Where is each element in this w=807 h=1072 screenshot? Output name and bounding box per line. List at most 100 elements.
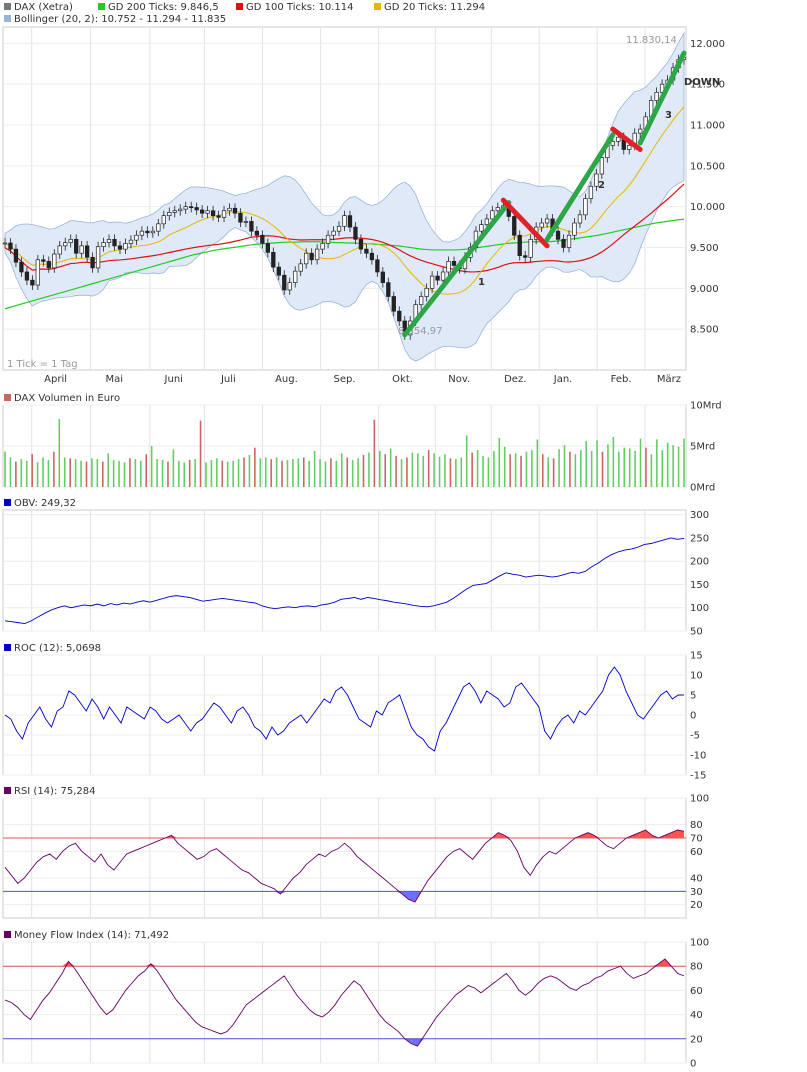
annotation-3: 3 xyxy=(665,110,672,121)
candle-body xyxy=(314,248,320,261)
x-tick-label: Mai xyxy=(106,374,124,385)
y-tick-label: 0Mrd xyxy=(690,483,715,494)
y-tick-label: 70 xyxy=(690,834,703,845)
rsi-line xyxy=(4,829,685,903)
candle-body xyxy=(35,259,41,286)
candle-body xyxy=(561,238,566,248)
y-tick-label: 80 xyxy=(690,820,703,831)
candle-body xyxy=(353,226,358,240)
candle-body xyxy=(336,225,342,232)
candle-body xyxy=(19,261,24,273)
title-swatch-obv xyxy=(4,499,11,506)
overbought-fill xyxy=(677,830,684,838)
candle-body xyxy=(260,234,265,244)
candle-body xyxy=(254,230,260,236)
panel-title-rsi: RSI (14): 75,284 xyxy=(14,786,96,797)
y-tick-label: -15 xyxy=(690,771,706,782)
rsi-panel: 100 80 70 60 40 30 20 xyxy=(3,794,709,911)
candle-body xyxy=(659,83,665,93)
candle-body xyxy=(101,242,106,248)
y-tick-label: 80 xyxy=(690,962,703,973)
overbought-fill xyxy=(671,830,678,838)
candle-body xyxy=(68,238,73,243)
y-tick-label: 100 xyxy=(690,603,709,614)
x-tick-label: Aug. xyxy=(275,374,298,385)
candle-body xyxy=(638,128,643,134)
candle-body xyxy=(282,274,287,291)
candle-body xyxy=(63,242,68,247)
candle-body xyxy=(216,215,221,218)
candle-body xyxy=(386,282,391,297)
candle-body xyxy=(572,222,577,236)
candle-body xyxy=(161,215,166,225)
candle-body xyxy=(199,209,205,214)
oversold-fill xyxy=(402,891,409,900)
panel-frame-rsi xyxy=(2,797,687,919)
panel-title-volume: DAX Volumen in Euro xyxy=(14,393,120,404)
legend-swatch-gd100 xyxy=(236,3,243,10)
candle-body xyxy=(271,252,276,268)
legend-gd100: GD 100 Ticks: 10.114 xyxy=(246,2,354,13)
candle-body xyxy=(84,245,90,258)
title-swatch-roc xyxy=(4,644,11,651)
candle-body xyxy=(375,259,380,273)
x-tick-label: Okt. xyxy=(392,374,413,385)
candle-body xyxy=(424,287,429,297)
candle-body xyxy=(523,255,528,258)
obv-panel: 300 250 200 150 100 50 xyxy=(3,510,709,638)
y-tick-label: 11.500 xyxy=(690,80,725,91)
candle-body xyxy=(599,157,605,175)
candle-body xyxy=(495,207,500,212)
candle-body xyxy=(139,230,145,236)
y-tick-label: 12.000 xyxy=(690,39,725,50)
trend-line-2 xyxy=(544,132,616,242)
overbought-fill xyxy=(504,835,512,838)
candle-body xyxy=(57,245,62,255)
candle-body xyxy=(446,261,451,273)
candle-body xyxy=(178,208,183,212)
oversold-fill xyxy=(274,891,281,894)
gd20-line xyxy=(4,106,685,295)
x-tick-label: Jan. xyxy=(553,374,573,385)
title-swatch-mfi xyxy=(4,931,11,938)
legend-swatch-bollinger xyxy=(4,15,11,22)
y-tick-label: 20 xyxy=(690,1034,703,1045)
overbought-fill xyxy=(632,832,640,838)
candle-body xyxy=(342,215,347,227)
candle-body xyxy=(232,207,238,214)
title-swatch-volume xyxy=(4,394,11,401)
candle-body xyxy=(566,234,572,248)
candle-body xyxy=(654,91,659,101)
x-tick-label: Dez. xyxy=(504,374,526,385)
candle-body xyxy=(512,216,517,236)
legend-bollinger: Bollinger (20, 2): 10.752 - 11.294 - 11.… xyxy=(14,14,226,25)
candle-body xyxy=(243,221,249,223)
y-tick-label: 60 xyxy=(690,847,703,858)
candle-body xyxy=(134,234,139,241)
candle-body xyxy=(24,271,30,281)
mfi-line xyxy=(4,958,685,1047)
overbought-fill xyxy=(652,963,659,967)
candle-body xyxy=(167,212,172,216)
y-tick-label: 8.500 xyxy=(690,325,719,336)
overbought-fill xyxy=(587,832,595,838)
candle-body xyxy=(331,230,336,236)
candle-body xyxy=(391,296,396,312)
candle-body xyxy=(555,230,561,240)
panel-titles: DAX Volumen in Euro OBV: 249,32 ROC (12): … xyxy=(4,393,169,941)
y-tick-label: 5Mrd xyxy=(690,442,715,453)
y-tick-label: 40 xyxy=(690,874,703,885)
candle-body xyxy=(41,259,46,262)
candle-body xyxy=(74,238,79,254)
candle-body xyxy=(440,271,446,281)
legend-swatch-dax xyxy=(4,3,11,10)
candle-body xyxy=(320,243,325,250)
trend-line-1 xyxy=(402,200,512,338)
down-line-1 xyxy=(500,197,550,249)
y-tick-label: 50 xyxy=(690,627,703,638)
roc-line xyxy=(4,666,684,752)
candle-body xyxy=(183,206,188,210)
candle-body xyxy=(429,275,435,289)
candle-body xyxy=(90,256,95,269)
